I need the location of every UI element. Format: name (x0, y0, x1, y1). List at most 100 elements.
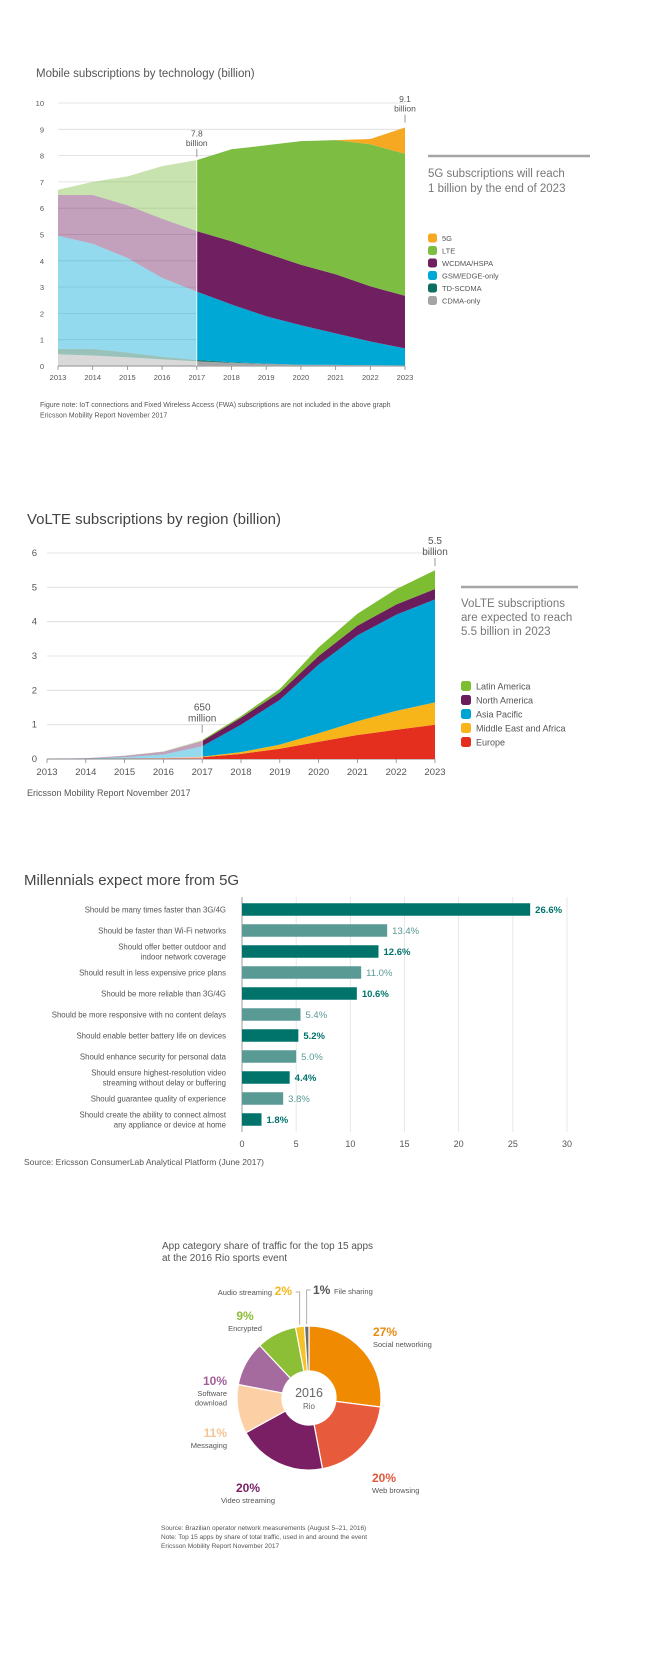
legend-label: WCDMA/HSPA (442, 259, 493, 268)
data-label: 5.0% (301, 1052, 323, 1063)
bar (242, 987, 357, 1000)
legend-swatch (428, 258, 437, 268)
area-asia-pacific-forecast (202, 599, 435, 757)
area-td-scdma-historical (58, 348, 197, 362)
slice-name-audio-streaming: Audio streaming (218, 1288, 272, 1297)
category-label: streaming without delay or buffering (103, 1079, 226, 1088)
slice-name-file-sharing: File sharing (334, 1287, 373, 1296)
footnote: Ericsson Mobility Report November 2017 (27, 788, 191, 798)
legend-swatch (428, 233, 437, 243)
slice-name-software-download: Software (197, 1389, 227, 1398)
footnote: Ericsson Mobility Report November 2017 (40, 413, 167, 420)
category-label: Should result in less expensive price pl… (79, 969, 226, 978)
callout-text: are expected to reach (461, 612, 572, 624)
category-label: any appliance or device at home (114, 1121, 226, 1130)
y-tick-label: 6 (32, 548, 37, 559)
x-tick-label: 2023 (424, 767, 445, 778)
x-tick-label: 20 (454, 1139, 464, 1149)
x-tick-label: 15 (399, 1139, 409, 1149)
center-label-place: Rio (303, 1402, 316, 1411)
y-tick-label: 5 (32, 582, 37, 593)
pie-slice-video-streaming (245, 1410, 324, 1471)
area-latin-america-historical (47, 740, 203, 759)
legend-label: LTE (442, 247, 455, 256)
y-tick-label: 3 (32, 651, 37, 662)
legend-label: TD-SCDMA (442, 284, 482, 293)
x-tick-label: 2015 (114, 767, 135, 778)
area-lte-historical (58, 160, 197, 232)
legend-swatch (428, 271, 437, 280)
chart-title: VoLTE subscriptions by region (billion) (27, 511, 281, 528)
annotation-unit: billion (422, 547, 448, 558)
slice-value-file-sharing: 1% (313, 1283, 331, 1297)
data-label: 5.2% (303, 1031, 325, 1042)
legend-swatch (461, 695, 471, 705)
x-tick-label: 2022 (386, 767, 407, 778)
legend-swatch (461, 737, 471, 747)
area-cdma-only-forecast (196, 361, 405, 366)
area-middle-east-and-africa-historical (47, 756, 203, 759)
callout-text: 1 billion by the end of 2023 (428, 183, 565, 195)
slice-value-web-browsing: 20% (372, 1471, 396, 1485)
slice-value-messaging: 11% (204, 1426, 228, 1440)
legend-label: Europe (476, 738, 505, 748)
legend-label: CDMA-only (442, 297, 481, 306)
legend-label: North America (476, 696, 533, 706)
category-label: indoor network coverage (141, 953, 226, 962)
data-label: 4.4% (295, 1073, 317, 1084)
data-label: 5.4% (306, 1010, 328, 1021)
area-td-scdma-forecast (196, 360, 405, 366)
annotation-unit: billion (394, 104, 416, 114)
area-wcdma-hspa-forecast (196, 231, 405, 349)
x-tick-label: 10 (345, 1139, 355, 1149)
slice-name-encrypted: Encrypted (228, 1324, 262, 1333)
chart-volte-subscriptions: VoLTE subscriptions by region (billion) 0… (27, 511, 578, 798)
x-tick-label: 2021 (327, 373, 344, 382)
slice-name-messaging: Messaging (191, 1441, 227, 1450)
data-label: 13.4% (392, 926, 419, 937)
y-tick-label: 0 (40, 362, 44, 371)
area-cdma-only-historical (58, 354, 197, 366)
x-tick-label: 2015 (119, 373, 136, 382)
leader-audio-streaming (295, 1291, 301, 1325)
x-tick-label: 2018 (230, 767, 251, 778)
x-tick-label: 2014 (75, 767, 96, 778)
x-tick-label: 2017 (188, 373, 205, 382)
x-tick-label: 2020 (293, 373, 310, 382)
data-label: 26.6% (535, 905, 562, 916)
x-tick-label: 2016 (153, 767, 174, 778)
y-tick-label: 2 (40, 309, 44, 318)
annotation-value: 7.8 (191, 128, 203, 138)
legend-swatch (428, 283, 437, 293)
slice-name-web-browsing: Web browsing (372, 1486, 419, 1495)
leader-file-sharing (306, 1289, 311, 1324)
slice-name-social-networking: Social networking (373, 1340, 432, 1349)
x-tick-label: 2023 (397, 373, 414, 382)
slice-value-video-streaming: 20% (236, 1481, 260, 1495)
annotation-unit: billion (186, 138, 208, 148)
x-tick-label: 2021 (347, 767, 368, 778)
slice-value-software-download: 10% (203, 1374, 227, 1388)
area-gsm-edge-only-forecast (196, 291, 405, 366)
bar (242, 903, 531, 916)
area-wcdma-hspa-historical (58, 195, 197, 292)
category-label: Should ensure highest-resolution video (91, 1069, 226, 1078)
y-tick-label: 6 (40, 204, 44, 213)
bar (242, 1113, 262, 1126)
bar (242, 1071, 290, 1084)
x-tick-label: 2013 (36, 767, 57, 778)
category-label: Should create the ability to connect alm… (80, 1111, 227, 1120)
category-label: Should be more responsive with no conten… (52, 1011, 226, 1020)
legend-label: Latin America (476, 682, 531, 692)
x-tick-label: 2022 (362, 373, 379, 382)
footnote: Source: Ericsson ConsumerLab Analytical … (24, 1157, 264, 1167)
x-tick-label: 2014 (84, 373, 101, 382)
x-tick-label: 30 (562, 1139, 572, 1149)
legend-label: 5G (442, 234, 452, 243)
slice-value-encrypted: 9% (236, 1309, 254, 1323)
annotation-value: 9.1 (399, 94, 411, 104)
legend-swatch (461, 709, 471, 719)
y-tick-label: 2 (32, 685, 37, 696)
category-label: Should be many times faster than 3G/4G (85, 906, 226, 915)
